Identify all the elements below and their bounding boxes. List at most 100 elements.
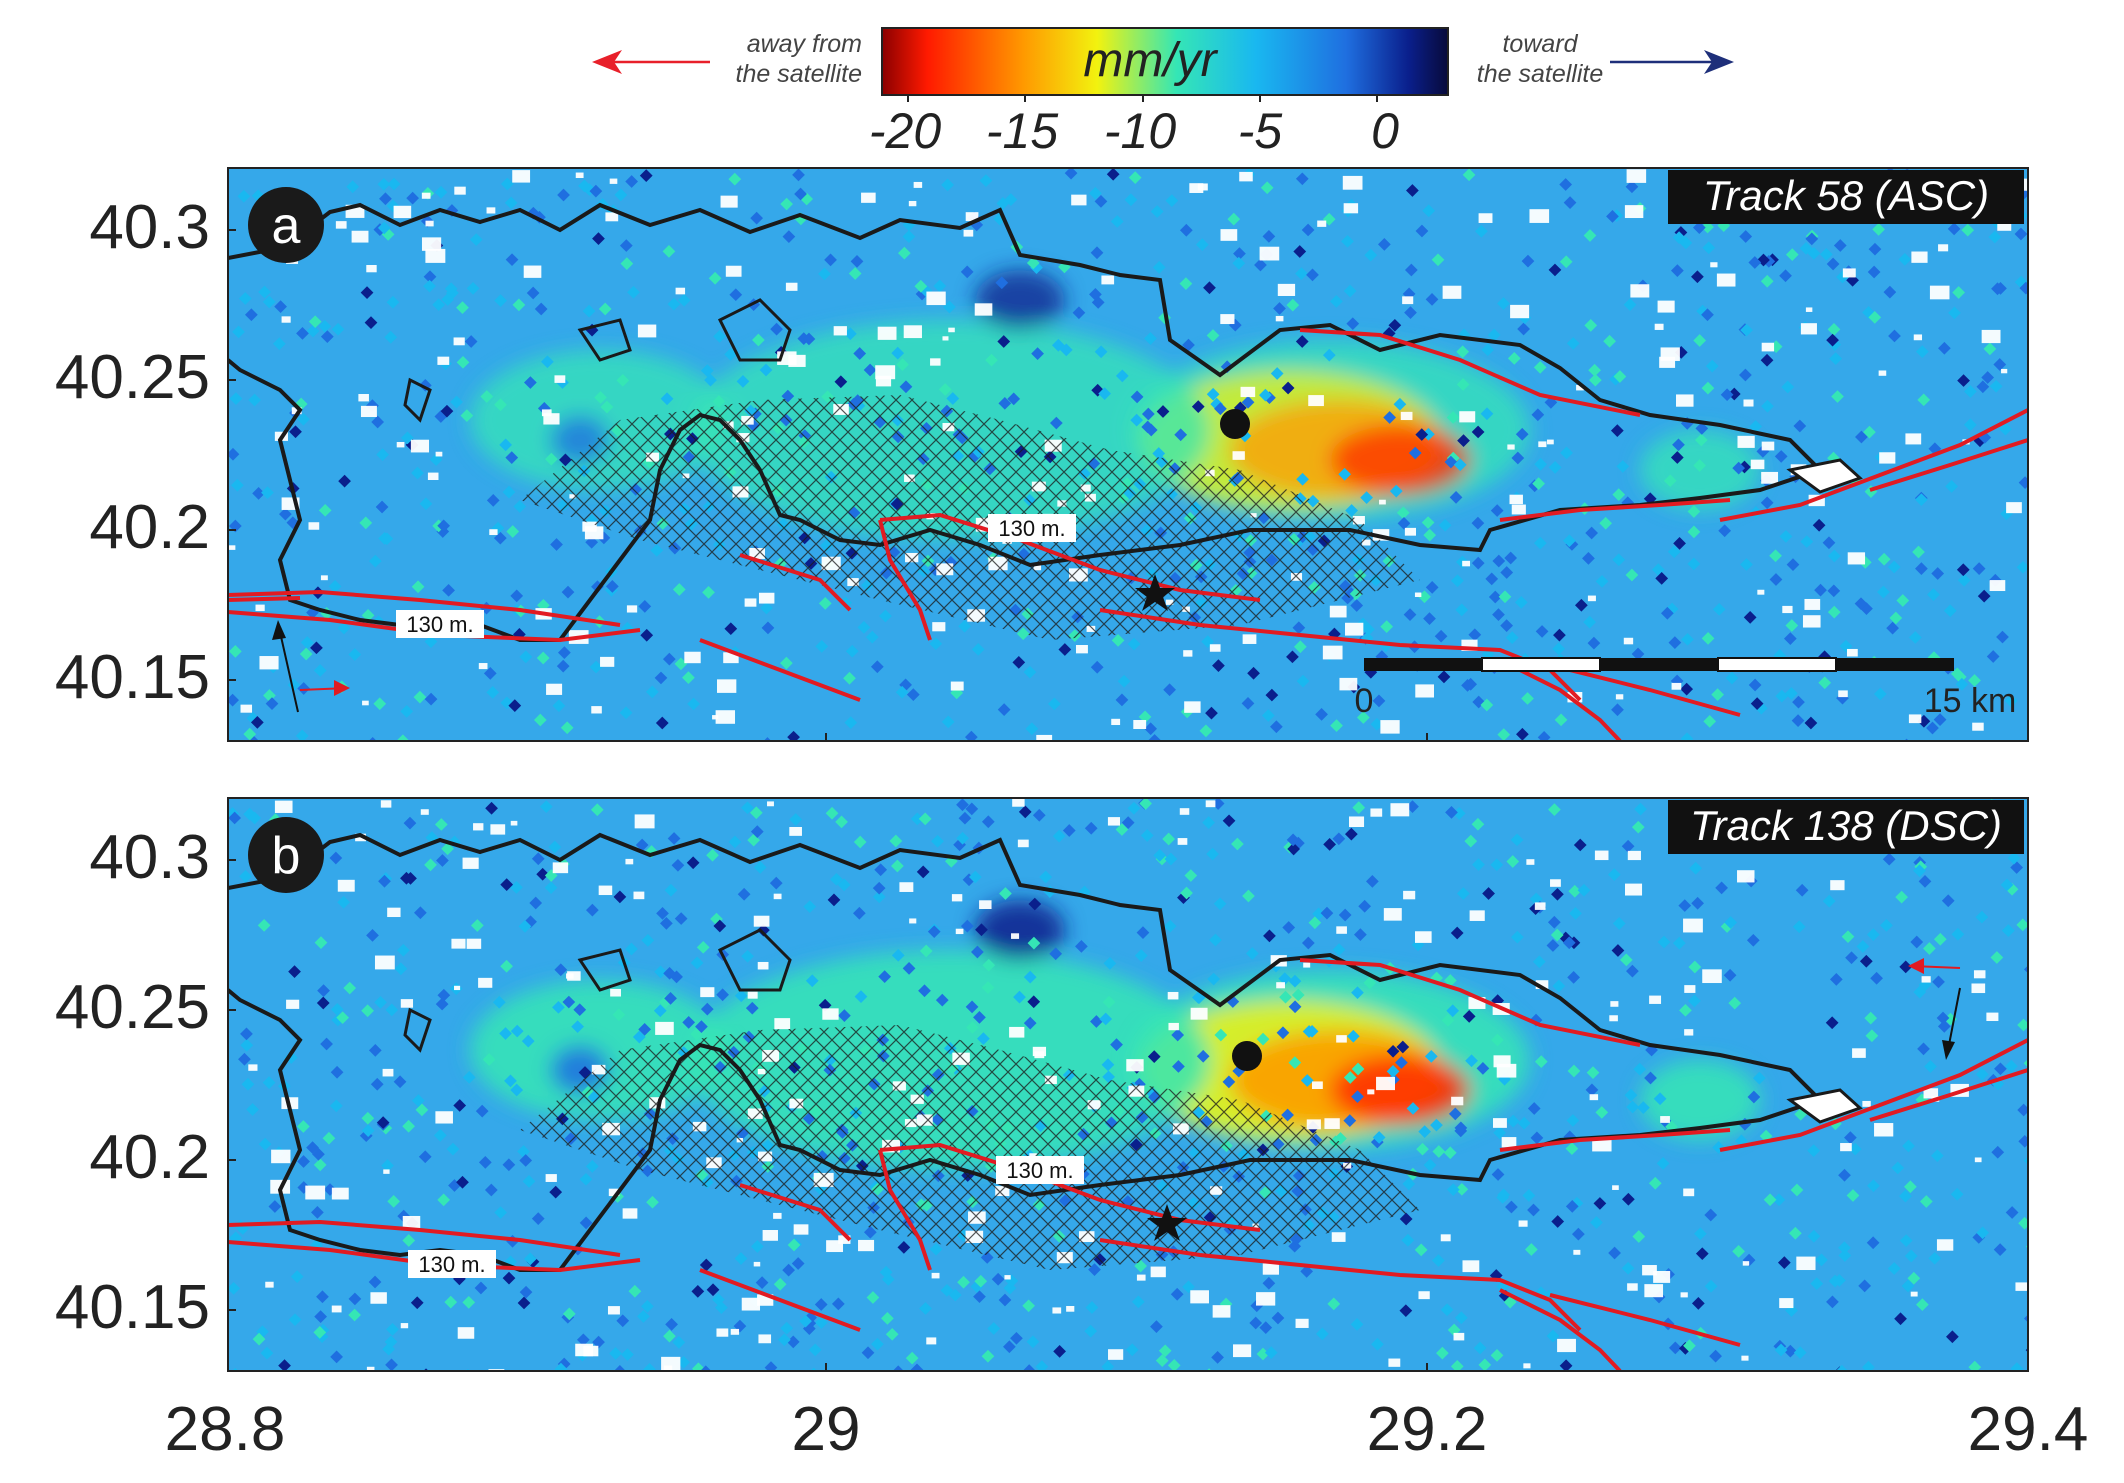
velocity-point bbox=[1085, 1301, 1099, 1314]
velocity-point bbox=[1432, 1254, 1445, 1267]
no-data-gap bbox=[427, 472, 439, 481]
velocity-point bbox=[494, 294, 507, 307]
no-data-gap bbox=[1878, 370, 1887, 376]
no-data-gap bbox=[1183, 650, 1193, 657]
no-data-gap bbox=[421, 237, 442, 251]
velocity-point bbox=[1572, 1227, 1585, 1241]
no-data-gap bbox=[913, 181, 923, 188]
no-data-gap bbox=[1653, 1270, 1671, 1283]
velocity-point bbox=[338, 474, 351, 488]
no-data-gap bbox=[793, 1224, 809, 1235]
velocity-point bbox=[1621, 1261, 1635, 1275]
velocity-point bbox=[1131, 1295, 1145, 1309]
velocity-point bbox=[377, 177, 391, 191]
no-data-gap bbox=[1259, 246, 1280, 261]
velocity-point bbox=[228, 447, 240, 461]
no-data-gap bbox=[948, 327, 955, 333]
no-data-gap bbox=[1066, 1305, 1075, 1312]
no-data-gap bbox=[1220, 229, 1238, 241]
velocity-point bbox=[1530, 1131, 1544, 1145]
velocity-point bbox=[1891, 1161, 1905, 1175]
no-data-gap bbox=[358, 394, 369, 402]
velocity-point bbox=[384, 330, 398, 344]
no-data-gap bbox=[715, 710, 736, 724]
velocity-point bbox=[1928, 1251, 1942, 1265]
contour-label: 130 m. bbox=[408, 1250, 496, 1278]
no-data-gap bbox=[826, 1240, 844, 1253]
reference-dot bbox=[1220, 409, 1250, 439]
velocity-point bbox=[1585, 1083, 1599, 1097]
no-data-gap bbox=[1905, 433, 1922, 445]
no-data-gap bbox=[655, 1021, 674, 1035]
velocity-point bbox=[1894, 1312, 1907, 1326]
velocity-point bbox=[1110, 1038, 1123, 1051]
no-data-gap bbox=[1336, 1035, 1347, 1043]
no-data-gap bbox=[700, 987, 715, 998]
y-tick-label: 40.15 bbox=[55, 1273, 210, 1342]
no-data-gap bbox=[1805, 307, 1813, 312]
no-data-gap bbox=[1684, 1029, 1694, 1036]
no-data-gap bbox=[1802, 615, 1821, 628]
panel-label-badge bbox=[248, 817, 324, 893]
velocity-point bbox=[1196, 1049, 1210, 1063]
velocity-point bbox=[1919, 1195, 1933, 1208]
no-data-gap bbox=[1913, 334, 1923, 341]
toward-arrow-icon bbox=[1610, 50, 1734, 74]
velocity-point bbox=[296, 327, 309, 340]
panel-b-map: 130 m. 130 m. bbox=[228, 798, 2028, 1371]
velocity-point bbox=[1264, 1346, 1278, 1359]
velocity-point bbox=[480, 390, 494, 403]
velocity-point bbox=[1993, 1243, 2007, 1257]
velocity-point bbox=[1648, 1176, 1662, 1190]
no-data-gap bbox=[1478, 213, 1493, 223]
no-data-gap bbox=[1523, 1363, 1531, 1369]
no-data-gap bbox=[478, 663, 488, 670]
track-label-bg bbox=[1668, 800, 2024, 854]
no-data-gap bbox=[1779, 1298, 1794, 1309]
no-data-gap bbox=[1440, 1234, 1451, 1242]
velocity-point bbox=[1632, 1230, 1646, 1243]
no-data-gap bbox=[1418, 1291, 1430, 1300]
velocity-point bbox=[469, 233, 483, 246]
velocity-point bbox=[1211, 1351, 1224, 1364]
no-data-gap bbox=[908, 200, 917, 207]
no-data-gap bbox=[1534, 902, 1546, 910]
velocity-point bbox=[1590, 1216, 1603, 1229]
no-data-gap bbox=[951, 894, 963, 902]
velocity-point bbox=[500, 177, 514, 191]
no-data-gap bbox=[1923, 1088, 1939, 1099]
no-data-gap bbox=[1317, 220, 1327, 227]
velocity-point bbox=[1454, 1311, 1468, 1325]
no-data-gap bbox=[625, 858, 634, 865]
velocity-point bbox=[1327, 1297, 1341, 1311]
no-data-gap bbox=[331, 1187, 349, 1200]
velocity-point bbox=[1887, 1262, 1901, 1275]
no-data-gap bbox=[1190, 1007, 1208, 1020]
velocity-point bbox=[1517, 1116, 1531, 1130]
velocity-point bbox=[1527, 1102, 1541, 1115]
no-data-gap bbox=[1126, 1059, 1144, 1072]
no-data-gap bbox=[1972, 722, 1984, 731]
no-data-gap bbox=[1205, 800, 1216, 808]
velocity-point bbox=[1448, 1107, 1462, 1121]
velocity-point bbox=[1534, 1055, 1548, 1069]
velocity-point bbox=[1446, 1183, 1460, 1197]
velocity-point bbox=[494, 398, 507, 412]
velocity-point bbox=[231, 478, 244, 492]
no-data-gap bbox=[785, 282, 798, 291]
no-data-gap bbox=[1737, 435, 1755, 448]
velocity-point bbox=[346, 180, 360, 194]
velocity-point bbox=[1527, 1203, 1540, 1217]
velocity-point bbox=[1917, 1042, 1930, 1056]
island-contour bbox=[577, 948, 632, 992]
no-data-gap bbox=[387, 907, 401, 918]
velocity-point bbox=[1907, 1271, 1921, 1285]
no-data-gap bbox=[758, 592, 775, 604]
no-data-gap bbox=[1459, 411, 1476, 423]
velocity-point bbox=[505, 253, 519, 267]
velocity-point bbox=[306, 324, 320, 338]
no-data-gap bbox=[1101, 275, 1115, 285]
velocity-point bbox=[1559, 1359, 1573, 1371]
no-data-gap bbox=[725, 265, 742, 277]
velocity-point bbox=[1930, 1149, 1944, 1163]
